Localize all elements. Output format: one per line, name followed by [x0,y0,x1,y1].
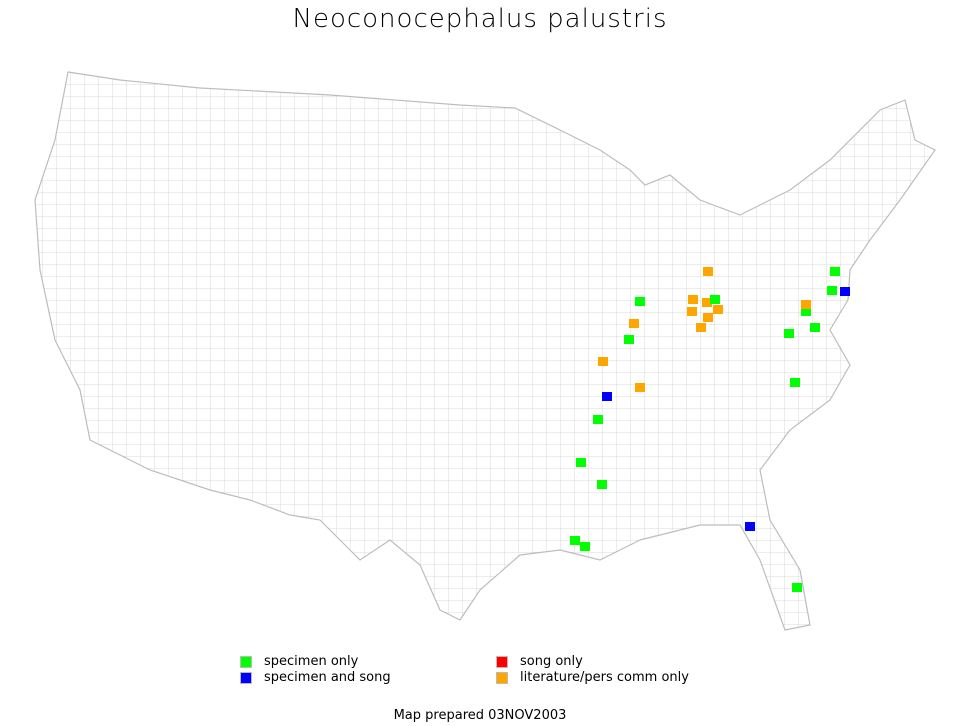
county-record-specimen [635,297,645,306]
legend-label: specimen and song [264,670,391,685]
legend-swatch [496,655,508,668]
record-markers [570,267,850,592]
legend-song-only: song only [496,654,583,669]
county-record-literature [598,357,608,366]
county-record-literature [635,383,645,392]
us-outline [34,71,936,631]
county-record-specimen [792,583,802,592]
county-record-specimen [597,480,607,489]
county-record-specimen [830,267,840,276]
legend-label: specimen only [264,654,359,669]
county-record-literature [629,319,639,328]
county-record-specimen [790,378,800,387]
county-record-specimen-song [840,287,850,296]
legend-label: song only [520,654,583,669]
legend-specimen-and-song: specimen and song [240,670,391,685]
county-record-specimen [801,307,811,316]
county-record-literature [703,313,713,322]
county-record-specimen [593,415,603,424]
map-title: Neoconocephalus palustris [292,4,668,34]
legend-swatch [496,671,508,684]
county-record-specimen-song [745,522,755,531]
legend-specimen-only: specimen only [240,654,358,669]
county-record-literature [688,295,698,304]
county-record-literature [801,300,811,309]
county-record-literature [702,298,712,307]
legend-swatch [240,671,252,684]
legend-label: literature/pers comm only [520,670,689,685]
county-record-literature [687,307,697,316]
county-record-specimen [827,286,837,295]
county-record-specimen-song [602,392,612,401]
county-record-literature [713,305,723,314]
county-record-literature [696,323,706,332]
county-record-specimen [570,536,580,545]
county-record-literature [703,267,713,276]
county-record-specimen [710,295,720,304]
county-record-specimen [576,458,586,467]
legend-swatch [240,655,252,668]
map-prepared-date: Map prepared 03NOV2003 [393,708,567,723]
county-record-specimen [580,542,590,551]
county-record-specimen [784,329,794,338]
county-record-specimen [810,323,820,332]
county-record-specimen [624,335,634,344]
legend-literature-only: literature/pers comm only [496,670,689,685]
